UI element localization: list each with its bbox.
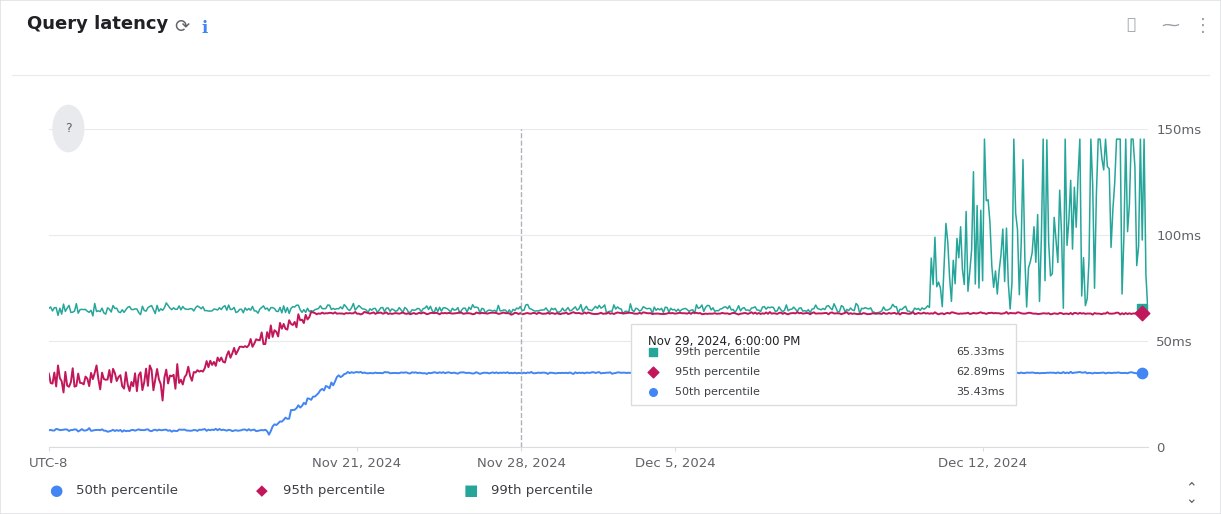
Text: ℹ: ℹ bbox=[201, 19, 208, 37]
Point bbox=[643, 347, 663, 356]
Text: Nov 29, 2024, 6:00:00 PM: Nov 29, 2024, 6:00:00 PM bbox=[648, 335, 800, 347]
Point bbox=[1133, 369, 1153, 377]
Text: ⋮: ⋮ bbox=[1194, 17, 1212, 35]
Text: 62.89ms: 62.89ms bbox=[956, 367, 1005, 377]
Point bbox=[1133, 309, 1153, 318]
Point bbox=[643, 388, 663, 396]
Text: 99th percentile: 99th percentile bbox=[491, 484, 592, 498]
Point bbox=[643, 368, 663, 376]
Text: 35.43ms: 35.43ms bbox=[956, 387, 1005, 397]
Text: ⁓: ⁓ bbox=[1161, 17, 1179, 35]
Text: ⌃
⌄: ⌃ ⌄ bbox=[1184, 481, 1197, 506]
Circle shape bbox=[53, 105, 84, 152]
Point bbox=[1133, 305, 1153, 313]
Text: Query latency: Query latency bbox=[27, 15, 168, 33]
Text: 🔔: 🔔 bbox=[1126, 17, 1134, 32]
Text: ?: ? bbox=[65, 122, 72, 135]
Text: 95th percentile: 95th percentile bbox=[283, 484, 386, 498]
Text: 99th percentile: 99th percentile bbox=[675, 346, 761, 357]
Text: 65.33ms: 65.33ms bbox=[956, 346, 1005, 357]
FancyBboxPatch shape bbox=[631, 324, 1016, 405]
Text: ●: ● bbox=[49, 483, 62, 499]
Text: 95th percentile: 95th percentile bbox=[675, 367, 761, 377]
Text: 50th percentile: 50th percentile bbox=[675, 387, 761, 397]
Text: 50th percentile: 50th percentile bbox=[76, 484, 178, 498]
Text: ◆: ◆ bbox=[256, 483, 269, 499]
Text: ⟳: ⟳ bbox=[175, 18, 189, 36]
Text: ■: ■ bbox=[464, 483, 479, 499]
